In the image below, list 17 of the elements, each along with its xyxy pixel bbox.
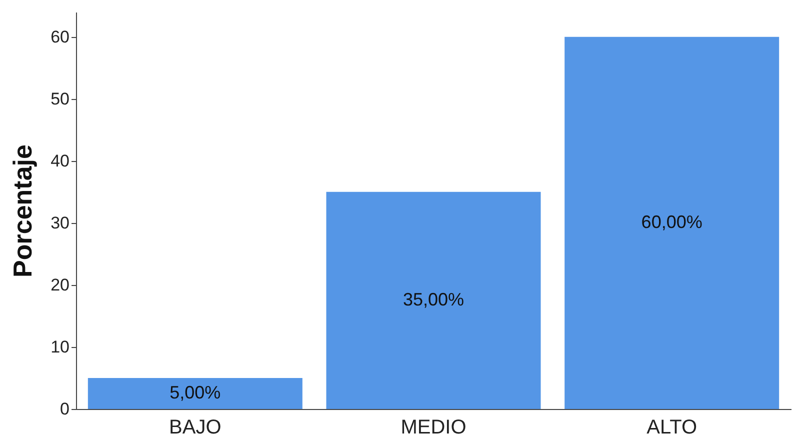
x-tick-label: MEDIO (400, 416, 466, 438)
text: 60,00% (641, 212, 702, 232)
y-tick-label: 20 (50, 275, 70, 294)
y-tick-label: 60 (50, 27, 70, 46)
y-tick-label: 0 (60, 400, 70, 418)
y-tick-label: 50 (50, 89, 70, 108)
text: 5,00% (170, 382, 221, 402)
bar (326, 192, 541, 409)
x-tick-label: ALTO (646, 416, 698, 438)
x-tick-label: BAJO (169, 416, 222, 438)
text: 35,00% (402, 289, 464, 310)
y-tick-label: 30 (50, 213, 70, 232)
y-tick-label: 10 (50, 337, 70, 356)
y-axis-title: Porcentaje (8, 144, 38, 278)
bar (564, 36, 780, 409)
bar (88, 378, 302, 409)
y-tick-label: 40 (50, 151, 70, 170)
